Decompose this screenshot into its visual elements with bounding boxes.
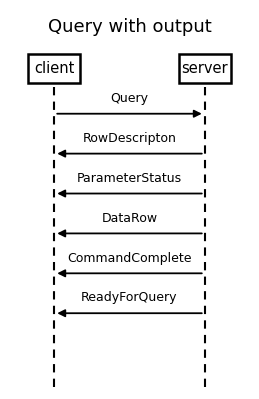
Text: CommandComplete: CommandComplete xyxy=(67,251,192,265)
Text: RowDescripton: RowDescripton xyxy=(83,132,176,145)
Text: client: client xyxy=(34,61,75,76)
Text: ReadyForQuery: ReadyForQuery xyxy=(81,291,178,304)
Text: Query: Query xyxy=(111,92,148,105)
Text: DataRow: DataRow xyxy=(102,211,157,225)
Text: server: server xyxy=(181,61,228,76)
Bar xyxy=(28,54,80,83)
Bar xyxy=(179,54,231,83)
Text: Query with output: Query with output xyxy=(48,18,211,36)
Text: ParameterStatus: ParameterStatus xyxy=(77,172,182,185)
